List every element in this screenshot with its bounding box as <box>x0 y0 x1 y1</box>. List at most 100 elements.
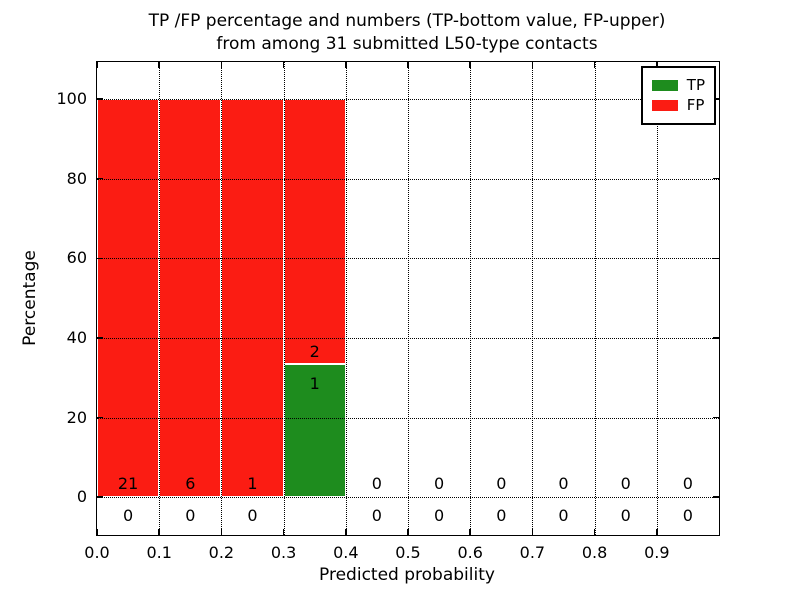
y-tick-mark <box>713 257 719 260</box>
tp-count-label: 0 <box>434 506 445 526</box>
fp-bar <box>159 99 222 498</box>
fp-bar <box>97 99 160 498</box>
x-tick-label: 0.2 <box>208 543 235 562</box>
horizontal-gridline <box>97 258 719 260</box>
fp-count-label: 0 <box>682 474 693 494</box>
x-tick-mark <box>96 529 98 535</box>
x-tick-mark <box>656 62 658 68</box>
legend-label-fp: FP <box>686 96 705 114</box>
x-tick-mark <box>220 529 223 535</box>
tp-count-label: 0 <box>620 506 631 526</box>
x-tick-mark <box>593 62 596 68</box>
chart-title-line1: TP /FP percentage and numbers (TP-bottom… <box>148 11 666 31</box>
plot-area: 0.0 0.1 0.2 0.3 0.4 0.5 0.6 0.7 0.8 0.9 0 20 40 60 80 1… <box>56 61 720 562</box>
tp-count-label: 0 <box>247 506 258 526</box>
x-tick-mark <box>345 529 347 535</box>
fp-color-swatch <box>651 100 678 111</box>
x-tick-mark <box>656 529 658 535</box>
tp-bar <box>283 364 346 498</box>
y-tick-mark <box>97 337 103 339</box>
tp-count-label: 0 <box>558 506 569 526</box>
vertical-gridline <box>532 62 534 535</box>
tp-count-label: 0 <box>682 506 693 526</box>
fp-count-label: 0 <box>558 474 569 494</box>
labels-layer: 0.0 0.1 0.2 0.3 0.4 0.5 0.6 0.7 0.8 0.9 0 20 40 60 80 1… <box>56 62 719 562</box>
x-tick-label: 0.3 <box>270 543 297 562</box>
y-tick-label: 40 <box>66 327 87 347</box>
x-tick-mark <box>282 529 285 535</box>
chart-title: TP /FP percentage and numbers (TP-bottom… <box>96 10 718 56</box>
tp-count-label: 0 <box>371 506 382 526</box>
x-tick-label: 0.9 <box>644 543 670 562</box>
horizontal-gridline <box>97 417 719 419</box>
x-tick-label: 0.4 <box>333 543 359 562</box>
fp-count-label: 0 <box>496 474 507 494</box>
x-tick-mark <box>593 529 596 535</box>
y-tick-mark <box>97 257 103 260</box>
x-tick-mark <box>469 529 471 535</box>
x-tick-mark <box>531 529 534 535</box>
tp-color-swatch <box>651 80 678 91</box>
vertical-gridline <box>283 62 285 535</box>
y-tick-mark <box>713 496 719 498</box>
y-tick-label: 60 <box>66 248 87 268</box>
vertical-gridline <box>656 62 658 535</box>
x-tick-mark <box>469 62 471 68</box>
ticks-layer <box>96 62 719 535</box>
x-tick-label: 0.7 <box>519 543 546 562</box>
vertical-gridline <box>408 62 409 535</box>
y-tick-label: 100 <box>56 89 87 109</box>
chart-title-line2: from among 31 submitted L50-type contact… <box>216 34 598 54</box>
legend-label-tp: TP <box>686 76 705 94</box>
y-tick-mark <box>713 177 719 180</box>
x-axis-label: Predicted probability <box>319 565 495 585</box>
y-tick-mark <box>713 337 719 339</box>
x-tick-label: 0.6 <box>457 543 483 562</box>
legend-entry-tp: TP <box>651 76 705 94</box>
x-tick-mark <box>407 62 409 68</box>
y-tick-mark <box>97 177 103 180</box>
x-tick-label: 0.8 <box>581 543 608 562</box>
y-tick-mark <box>97 98 103 100</box>
y-tick-label: 0 <box>76 487 87 507</box>
y-tick-mark <box>713 98 719 100</box>
fp-count-label: 0 <box>620 474 631 494</box>
fp-count-label: 0 <box>434 474 445 494</box>
x-tick-label: 0.0 <box>84 543 110 562</box>
vertical-gridline <box>221 62 223 535</box>
fp-count-label: 6 <box>185 474 196 494</box>
vertical-gridline <box>345 62 347 535</box>
tp-count-label: 1 <box>309 373 320 393</box>
y-tick-mark <box>97 416 103 419</box>
x-tick-mark <box>282 62 285 68</box>
x-tick-label: 0.1 <box>146 543 172 562</box>
grid-layer <box>97 62 719 535</box>
x-tick-mark <box>96 62 98 68</box>
legend-entry-fp: FP <box>651 96 705 114</box>
horizontal-gridline <box>97 337 719 339</box>
horizontal-gridline <box>97 178 719 180</box>
horizontal-gridline <box>97 99 719 101</box>
fp-count-label: 2 <box>309 341 320 361</box>
x-tick-mark <box>220 62 223 68</box>
tp-count-label: 0 <box>123 506 134 526</box>
horizontal-gridline <box>97 497 719 499</box>
y-axis-label: Percentage <box>20 250 40 346</box>
vertical-gridline <box>470 62 472 535</box>
fp-count-label: 1 <box>247 474 258 494</box>
legend: TP FP <box>640 66 716 125</box>
tp-count-label: 0 <box>496 506 507 526</box>
y-tick-mark <box>97 496 103 498</box>
x-tick-mark <box>158 62 160 68</box>
y-tick-label: 20 <box>66 407 87 427</box>
y-tick-mark <box>713 416 719 419</box>
tp-count-label: 0 <box>185 506 196 526</box>
x-tick-mark <box>158 529 160 535</box>
x-tick-mark <box>407 529 409 535</box>
fp-count-label: 21 <box>117 474 139 494</box>
bars-layer <box>97 62 719 535</box>
vertical-gridline <box>159 62 161 535</box>
vertical-gridline <box>594 62 596 535</box>
fp-count-label: 0 <box>371 474 382 494</box>
